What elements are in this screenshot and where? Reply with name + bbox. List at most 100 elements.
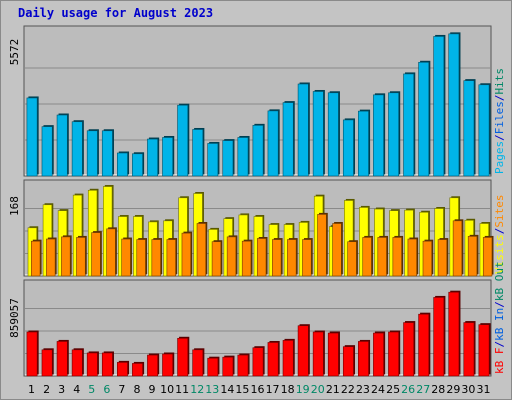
y-max-label: 859057	[8, 298, 21, 338]
bar-pages-day-13	[207, 143, 219, 177]
legend: Pages/Files/Hits	[493, 68, 506, 174]
bar-pages-day-22	[342, 119, 354, 177]
bar-pages-day-7	[116, 152, 128, 177]
x-tick-label: 31	[476, 383, 490, 396]
bar-sites-day-16	[256, 238, 267, 277]
bar-pages-day-1	[26, 97, 38, 177]
x-tick-label: 29	[446, 383, 460, 396]
bar-pages-day-17	[267, 110, 279, 177]
bar-sites-day-20	[317, 214, 327, 277]
bar-kb-f-day-3	[56, 341, 68, 377]
bar-sites-day-26	[407, 238, 417, 277]
bar-pages-day-27	[418, 61, 430, 177]
x-tick-label: 27	[416, 383, 430, 396]
x-tick-label: 4	[73, 383, 80, 396]
x-tick-label: 16	[251, 383, 265, 396]
bar-sites-day-6	[106, 228, 116, 277]
bar-sites-day-8	[136, 239, 146, 277]
bar-pages-day-12	[192, 129, 204, 177]
bar-pages-day-14	[222, 140, 234, 177]
bar-sites-day-7	[121, 238, 131, 277]
bar-kb-f-day-1	[26, 331, 38, 377]
bar-kb-f-day-13	[207, 357, 219, 377]
bar-sites-day-4	[76, 237, 86, 277]
bar-kb-f-day-18	[282, 340, 294, 377]
legend-item: /	[493, 341, 506, 348]
bar-pages-day-15	[237, 137, 249, 177]
bar-kb-f-day-31	[478, 324, 490, 377]
x-tick-label: 20	[311, 383, 325, 396]
bar-sites-day-12	[196, 223, 207, 277]
bar-kb-f-day-22	[342, 346, 354, 377]
bar-kb-f-day-19	[297, 325, 309, 377]
legend-item: /	[493, 301, 506, 308]
bar-kb-f-day-20	[312, 331, 324, 377]
bar-pages-day-19	[297, 83, 309, 177]
x-tick-label: 5	[88, 383, 95, 396]
x-tick-label: 1	[28, 383, 35, 396]
x-tick-label: 19	[296, 383, 310, 396]
bar-sites-day-10	[166, 239, 176, 277]
bar-kb-f-day-25	[388, 331, 400, 377]
legend-item: kB Out	[493, 261, 506, 301]
x-tick-label: 3	[58, 383, 65, 396]
bar-pages-day-5	[86, 130, 98, 177]
legend-item: kB F	[493, 348, 506, 375]
bar-sites-day-31	[482, 237, 493, 277]
x-tick-label: 9	[149, 383, 156, 396]
bar-pages-day-8	[132, 153, 143, 177]
legend-item: /	[493, 95, 506, 102]
bar-kb-f-day-7	[116, 362, 128, 377]
panel-visits-sites: 168 Visits/Sites	[8, 179, 506, 277]
legend-item: Pages	[493, 141, 506, 174]
bar-pages-day-29	[448, 33, 460, 177]
bar-sites-day-17	[272, 239, 282, 277]
bar-pages-day-10	[162, 137, 174, 177]
bar-sites-day-13	[211, 241, 222, 277]
page-title: Daily usage for August 2023	[18, 6, 214, 20]
panel-kbytes: 859057 kB F/kB In/kB Out	[8, 261, 506, 377]
bar-pages-day-20	[312, 91, 324, 177]
x-tick-label: 17	[266, 383, 280, 396]
bar-pages-day-2	[41, 126, 53, 177]
bar-sites-day-15	[241, 240, 252, 277]
x-tick-label: 18	[281, 383, 295, 396]
bar-sites-day-29	[452, 220, 463, 277]
legend: Visits/Sites	[493, 195, 506, 275]
bar-sites-day-23	[362, 237, 372, 277]
legend-item: Files	[493, 101, 506, 134]
bar-kb-f-day-14	[222, 356, 234, 377]
x-tick-label: 30	[461, 383, 475, 396]
bar-kb-f-day-16	[252, 347, 264, 377]
legend-item: /	[493, 228, 506, 235]
bar-sites-day-22	[347, 241, 357, 277]
bar-pages-day-21	[327, 92, 339, 177]
x-tick-label: 8	[133, 383, 140, 396]
bar-kb-f-day-23	[358, 341, 369, 377]
bar-pages-day-11	[177, 104, 189, 177]
bar-sites-day-14	[226, 236, 237, 277]
bar-kb-f-day-2	[41, 349, 53, 377]
bar-sites-day-1	[31, 240, 41, 277]
legend: kB F/kB In/kB Out	[493, 261, 506, 374]
x-tick-label: 11	[175, 383, 189, 396]
bar-kb-f-day-9	[147, 354, 158, 377]
bar-sites-day-19	[302, 239, 312, 277]
x-tick-label: 25	[386, 383, 400, 396]
bar-sites-day-25	[392, 237, 402, 277]
x-tick-label: 12	[190, 383, 204, 396]
bar-pages-day-30	[463, 80, 475, 177]
bar-pages-day-6	[101, 130, 113, 177]
bar-kb-f-day-11	[177, 337, 189, 377]
bar-sites-day-18	[287, 239, 297, 277]
x-tick-label: 26	[401, 383, 415, 396]
bar-kb-f-day-4	[71, 349, 83, 377]
x-tick-label: 21	[326, 383, 340, 396]
bar-pages-day-9	[147, 138, 158, 177]
bar-kb-f-day-15	[237, 354, 249, 377]
x-tick-label: 6	[103, 383, 110, 396]
bar-kb-f-day-30	[463, 322, 475, 377]
bar-sites-day-21	[332, 223, 342, 277]
bar-kb-f-day-26	[403, 322, 415, 377]
bar-kb-f-day-12	[192, 349, 204, 377]
